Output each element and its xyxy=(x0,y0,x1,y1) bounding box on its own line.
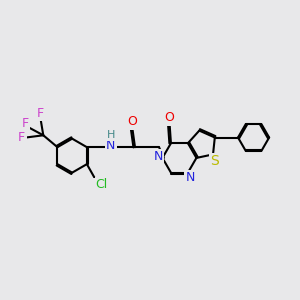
Text: F: F xyxy=(18,131,25,144)
Text: S: S xyxy=(210,154,219,169)
Text: O: O xyxy=(127,115,137,128)
Text: N: N xyxy=(106,139,116,152)
Text: F: F xyxy=(19,131,26,144)
Text: H: H xyxy=(106,130,115,143)
Text: O: O xyxy=(127,116,137,129)
Text: H: H xyxy=(107,141,116,154)
Text: N: N xyxy=(107,141,117,154)
Text: N: N xyxy=(154,150,163,163)
Text: H: H xyxy=(107,130,115,140)
Text: Cl: Cl xyxy=(94,178,106,192)
Text: Cl: Cl xyxy=(96,178,108,191)
Text: F: F xyxy=(22,118,29,130)
Text: F: F xyxy=(37,107,44,120)
Text: N: N xyxy=(184,170,194,183)
Text: O: O xyxy=(165,111,175,124)
Text: O: O xyxy=(165,112,175,125)
Text: F: F xyxy=(37,108,44,121)
Text: N: N xyxy=(185,171,195,184)
Text: S: S xyxy=(210,154,219,168)
Text: N: N xyxy=(154,150,164,163)
Text: N: N xyxy=(106,139,115,152)
Text: F: F xyxy=(23,118,30,132)
